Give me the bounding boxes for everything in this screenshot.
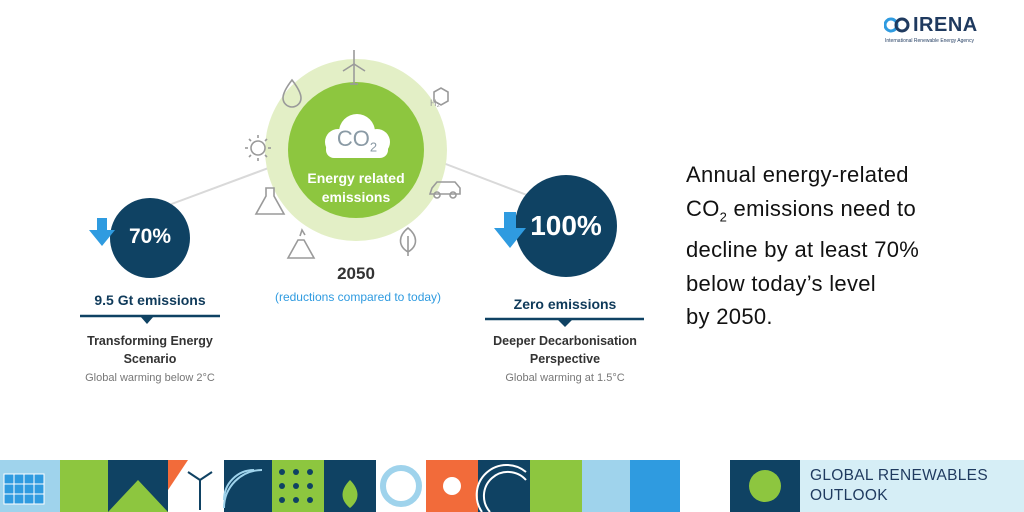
hydrogen-icon xyxy=(433,87,449,106)
water-drop-icon xyxy=(282,78,302,108)
decorative-banner xyxy=(0,460,800,512)
ring-shape xyxy=(380,465,422,507)
right-warming-note: Global warming at 1.5°C xyxy=(505,372,625,384)
irena-logo-icon xyxy=(884,17,910,33)
wind-turbine-icon xyxy=(342,50,366,85)
emissions-graphic: H₂ xyxy=(80,50,644,327)
right-callout-divider xyxy=(485,317,644,327)
year-label: 2050 xyxy=(337,264,375,283)
headline-text: Annual energy-related CO2 emissions need… xyxy=(686,162,920,330)
banner-sun-icon xyxy=(443,477,461,495)
logo-tagline: International Renewable Energy Agency xyxy=(885,38,974,44)
banner-wind-turbine-icon xyxy=(187,471,213,510)
geothermal-icon xyxy=(286,228,316,259)
right-down-arrow-icon xyxy=(494,212,526,248)
dot-grid-pattern xyxy=(279,469,313,503)
sun-icon xyxy=(245,135,271,161)
right-scenario-name: Deeper Decarbonisation Perspective xyxy=(493,334,637,366)
banner-title: GLOBAL RENEWABLES OUTLOOK xyxy=(810,467,988,504)
banner-leaf-icon xyxy=(342,480,358,508)
cloud-co2-label: CO2 xyxy=(336,126,378,155)
biofuel-flask-icon xyxy=(254,187,286,215)
leaf-icon xyxy=(399,226,417,256)
left-connector-line xyxy=(149,159,291,213)
hydrogen-label: H₂ xyxy=(430,98,440,108)
left-warming-note: Global warming below 2°C xyxy=(85,372,215,384)
energy-related-emissions-label: Energy related emissions xyxy=(307,170,405,205)
left-emissions-label: 9.5 Gt emissions xyxy=(94,292,206,308)
left-percent: 70% xyxy=(128,225,172,248)
right-percent: 100% xyxy=(530,210,602,241)
right-percent-circle xyxy=(515,175,617,277)
left-percent-circle xyxy=(110,198,190,278)
left-callout-divider xyxy=(80,314,220,324)
left-scenario-name: Transforming Energy Scenario xyxy=(87,334,213,366)
cloud-icon xyxy=(325,114,390,158)
solar-panel-icon xyxy=(3,473,45,505)
right-emissions-label: Zero emissions xyxy=(513,296,617,312)
electric-car-icon xyxy=(428,181,461,199)
reductions-note: (reductions compared to today) xyxy=(274,290,442,304)
banner-title-panel xyxy=(800,460,1024,512)
left-down-arrow-icon xyxy=(89,218,115,246)
right-connector-line xyxy=(429,157,541,201)
irena-logo: IRENA International Renewable Energy Age… xyxy=(884,14,994,46)
logo-wordmark: IRENA xyxy=(913,14,978,36)
